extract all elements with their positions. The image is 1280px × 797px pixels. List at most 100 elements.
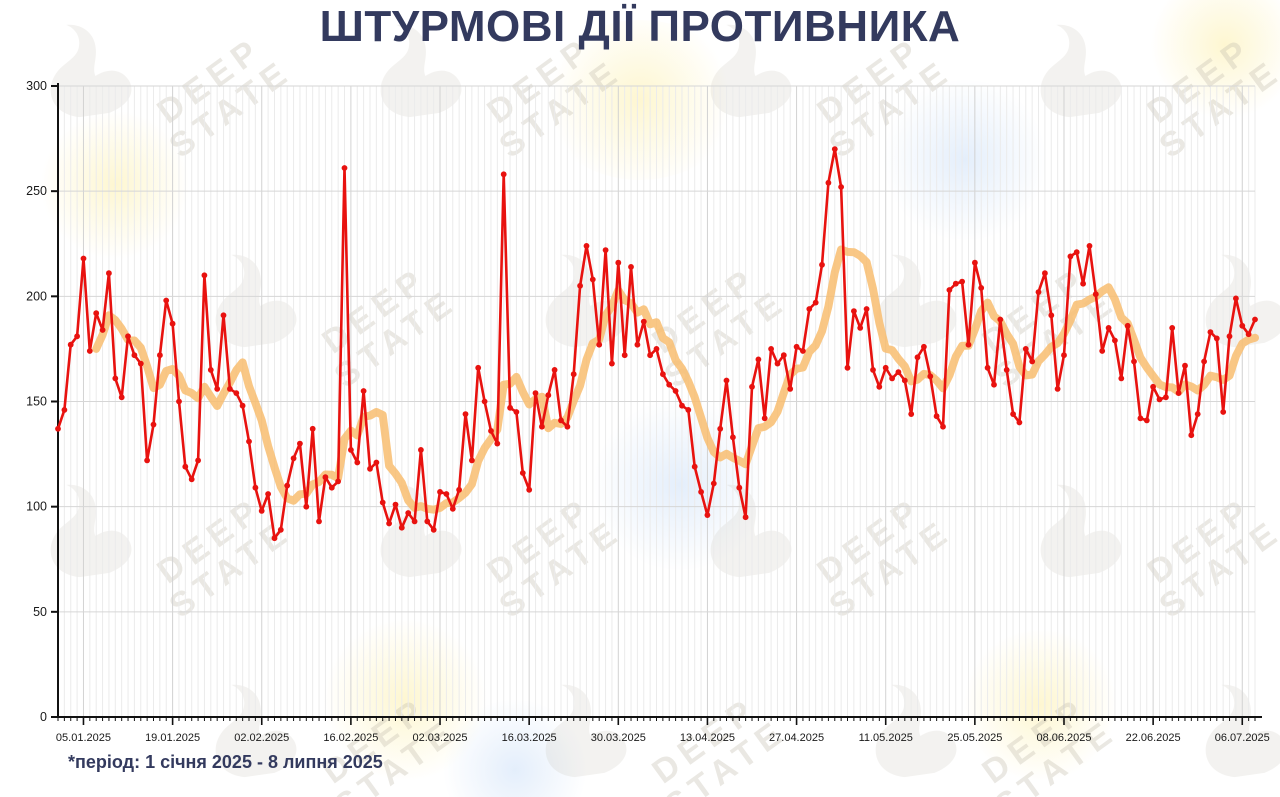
data-point (488, 428, 494, 434)
data-point (1099, 348, 1106, 354)
data-point (309, 425, 316, 432)
data-point (1252, 316, 1258, 323)
data-point (596, 341, 603, 348)
data-point (532, 390, 539, 396)
data-point (914, 354, 921, 361)
data-point (137, 360, 144, 367)
data-point (825, 179, 832, 186)
data-point (1092, 291, 1099, 298)
data-point (666, 381, 673, 388)
data-point (812, 299, 819, 306)
data-point (227, 386, 233, 392)
x-tick-label: 06.07.2025 (1215, 732, 1270, 744)
data-point (1073, 249, 1080, 256)
data-point (895, 369, 902, 375)
data-point (118, 394, 125, 401)
data-point (1022, 346, 1029, 352)
data-point (74, 333, 80, 340)
data-point (481, 398, 488, 405)
data-point (615, 259, 622, 266)
data-point (297, 440, 303, 447)
data-point (157, 352, 163, 359)
data-point (1054, 386, 1061, 392)
data-point (589, 276, 596, 283)
data-point (1182, 362, 1188, 369)
y-tick-label: 150 (26, 395, 47, 409)
data-point (844, 364, 851, 371)
data-point (653, 346, 660, 352)
data-point (921, 343, 927, 350)
data-point (1124, 322, 1131, 329)
data-point (258, 508, 265, 514)
x-tick-label: 02.02.2025 (234, 732, 289, 744)
data-point (870, 367, 876, 373)
data-point (182, 463, 189, 470)
data-point (150, 421, 157, 428)
data-point (679, 402, 685, 409)
y-tick-label: 50 (33, 605, 47, 619)
data-point (430, 526, 437, 533)
data-point (800, 348, 806, 354)
x-tick-label: 16.02.2025 (323, 732, 378, 744)
data-point (513, 409, 520, 415)
data-point (411, 518, 418, 525)
data-point (1042, 270, 1048, 277)
data-point (367, 465, 373, 472)
data-point (1086, 243, 1093, 249)
data-point (602, 247, 609, 254)
data-point (876, 383, 883, 390)
data-point (1213, 335, 1220, 342)
data-point (99, 327, 106, 333)
data-point (857, 325, 864, 331)
data-point (1201, 358, 1207, 365)
data-point (500, 171, 507, 178)
data-point (1143, 417, 1150, 424)
data-point (80, 255, 87, 262)
y-tick-label: 200 (26, 289, 47, 303)
data-point (1061, 352, 1067, 359)
data-point (322, 474, 329, 481)
data-point (1220, 409, 1227, 415)
data-point (1016, 419, 1023, 426)
data-point (106, 270, 112, 277)
data-point (972, 259, 978, 266)
data-point (437, 489, 443, 495)
data-point (863, 306, 870, 312)
data-point (246, 438, 252, 445)
data-point (188, 476, 195, 483)
x-tick-label: 25.05.2025 (947, 732, 1002, 744)
data-point (558, 417, 564, 424)
data-point (952, 280, 959, 287)
data-point (348, 447, 354, 453)
data-point (1112, 337, 1118, 344)
y-axis-ticks-labels: 0 50 100 150 200 250 300 (26, 79, 58, 724)
data-point (685, 407, 692, 413)
data-point (220, 312, 227, 319)
data-point (672, 388, 679, 394)
data-point (723, 377, 730, 384)
data-point (1067, 253, 1074, 260)
data-point (831, 146, 838, 153)
data-point (1175, 390, 1182, 396)
data-point (774, 360, 781, 367)
data-point (1029, 358, 1036, 365)
data-point (577, 282, 583, 289)
data-point (545, 392, 552, 399)
data-point (316, 518, 322, 525)
data-point (131, 352, 138, 359)
data-point (176, 398, 182, 405)
y-tick-label: 0 (40, 710, 47, 724)
x-tick-label: 22.06.2025 (1126, 732, 1181, 744)
data-point (768, 346, 774, 352)
data-point (163, 297, 170, 304)
data-point (112, 375, 119, 382)
data-point (1105, 325, 1112, 331)
data-point (405, 510, 412, 516)
data-point (1035, 289, 1042, 295)
y-tick-label: 300 (26, 79, 47, 93)
data-point (443, 491, 450, 497)
data-point (761, 415, 768, 422)
data-point (570, 371, 577, 378)
data-point (125, 333, 131, 340)
